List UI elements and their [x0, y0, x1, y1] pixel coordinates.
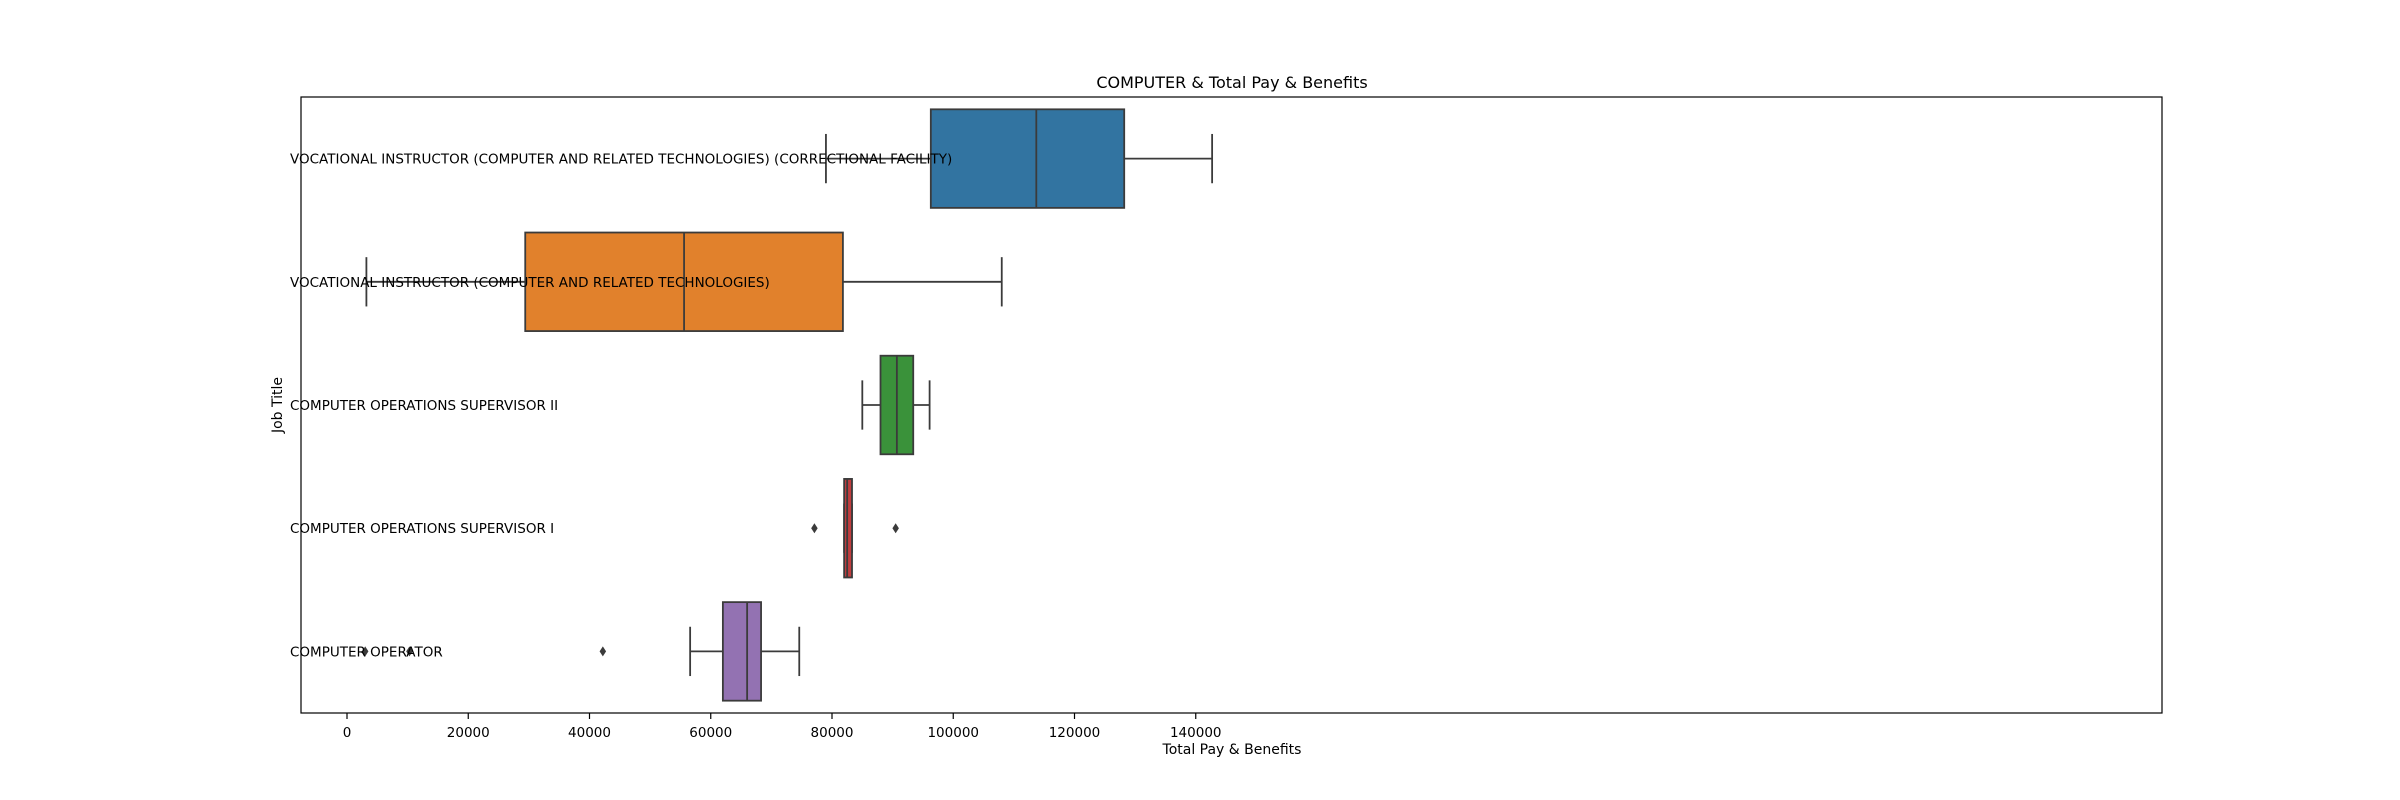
outlier-point [361, 646, 369, 657]
iqr-box [721, 601, 762, 702]
x-tick-label: 60000 [689, 725, 732, 741]
outlier-point [892, 523, 899, 534]
box-series-0 [825, 108, 1214, 209]
category-label: VOCATIONAL INSTRUCTOR (COMPUTER AND RELA… [290, 275, 770, 291]
chart-title: COMPUTER & Total Pay & Benefits [1096, 73, 1367, 92]
box-series-3 [811, 478, 899, 579]
plot-frame [300, 96, 2163, 714]
category-label: VOCATIONAL INSTRUCTOR (COMPUTER AND RELA… [290, 152, 952, 168]
x-tick-label: 80000 [811, 725, 854, 741]
x-axis-ticks: 0 20000 40000 60000 80000 100000 120000 140000 [343, 713, 1222, 741]
x-tick-label: 20000 [447, 725, 490, 741]
iqr-box [843, 478, 853, 579]
x-tick-label: 100000 [927, 725, 979, 741]
x-tick-label: 120000 [1049, 725, 1101, 741]
category-label: COMPUTER OPERATOR [290, 644, 443, 660]
outlier-point [406, 646, 413, 657]
x-axis-label: Total Pay & Benefits [1162, 742, 1302, 758]
category-label: COMPUTER OPERATIONS SUPERVISOR I [290, 521, 554, 537]
box-series-4 [361, 601, 801, 702]
box-series-2 [861, 354, 931, 456]
iqr-box [929, 108, 1126, 209]
x-tick-label: 0 [343, 725, 352, 741]
x-tick-label: 40000 [568, 725, 611, 741]
category-labels: VOCATIONAL INSTRUCTOR (COMPUTER AND RELA… [290, 152, 952, 661]
y-axis-label: Job Title [270, 377, 286, 434]
outlier-point [599, 646, 607, 657]
box-series-group [361, 108, 1214, 702]
category-label: COMPUTER OPERATIONS SUPERVISOR II [290, 398, 558, 414]
box-series-1 [365, 231, 1003, 332]
x-tick-label: 140000 [1170, 725, 1222, 741]
outlier-point [811, 523, 818, 534]
